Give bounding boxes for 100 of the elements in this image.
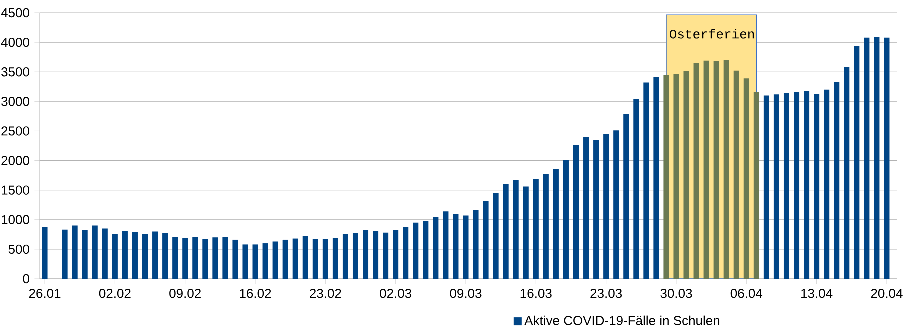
bar	[82, 230, 88, 279]
bar	[292, 238, 298, 279]
bar	[854, 46, 860, 279]
bar	[282, 240, 288, 279]
bar	[714, 61, 720, 279]
bar	[553, 169, 559, 279]
bar	[804, 91, 810, 279]
bar	[824, 90, 830, 279]
bar	[132, 232, 138, 279]
legend-label: Aktive COVID-19-Fälle in Schulen	[524, 316, 720, 326]
bar	[453, 214, 459, 279]
bar	[523, 186, 529, 279]
y-tick-label: 4000	[1, 38, 30, 48]
bar	[202, 239, 208, 279]
bar	[844, 67, 850, 279]
bar	[232, 240, 238, 279]
y-tick-label: 3500	[2, 68, 30, 77]
bar	[784, 93, 790, 279]
bar	[252, 244, 258, 279]
bar	[383, 232, 389, 279]
bar	[242, 244, 248, 279]
bar	[664, 75, 670, 279]
bar	[654, 77, 660, 279]
y-tick-label: 1000	[2, 215, 30, 224]
bar	[644, 82, 650, 279]
bar	[533, 179, 539, 279]
x-tick-label: 02.03	[380, 289, 412, 298]
bar	[332, 238, 338, 279]
bar	[764, 96, 770, 279]
bar	[463, 216, 469, 279]
bar	[433, 218, 439, 279]
bar	[814, 94, 820, 279]
bar	[684, 72, 690, 279]
y-tick-label: 4500	[1, 8, 30, 18]
bar	[834, 82, 840, 279]
bar	[423, 221, 429, 279]
bar	[443, 212, 449, 279]
bar	[212, 238, 218, 279]
bar	[352, 233, 358, 279]
bar	[503, 184, 509, 279]
x-tick-label: 23.02	[310, 289, 342, 298]
bar	[774, 94, 780, 279]
y-tick-label: 2500	[2, 126, 30, 136]
bar	[724, 60, 730, 279]
bar	[92, 226, 98, 279]
bar	[373, 231, 379, 279]
bar	[322, 239, 328, 279]
bar	[342, 234, 348, 279]
bar	[192, 237, 198, 279]
bar	[473, 210, 479, 279]
bar	[172, 237, 178, 279]
y-tick-label: 500	[8, 244, 30, 254]
x-tick-label: 16.02	[240, 289, 272, 298]
bar	[393, 230, 399, 279]
x-tick-label: 20.04	[871, 289, 903, 298]
bar	[543, 174, 549, 279]
bar	[694, 63, 700, 279]
x-tick-label: 02.02	[99, 289, 131, 298]
bar	[604, 134, 610, 279]
bar	[112, 234, 118, 279]
x-tick-label: 13.04	[802, 289, 833, 298]
bar	[483, 200, 489, 279]
bar	[563, 160, 569, 279]
bar	[142, 234, 148, 279]
bar	[102, 228, 108, 279]
bar	[864, 38, 870, 279]
bar	[744, 78, 750, 279]
x-tick-label: 23.03	[590, 289, 622, 298]
y-tick-label: 0	[23, 274, 30, 284]
bar	[513, 180, 519, 279]
bar	[262, 244, 268, 279]
bar	[62, 230, 68, 279]
bar	[122, 231, 128, 279]
bar	[312, 239, 318, 279]
bar	[674, 74, 680, 279]
x-tick-label: 26.01	[29, 289, 61, 298]
bar	[182, 238, 188, 279]
bar	[754, 92, 760, 279]
bar	[222, 237, 228, 279]
x-tick-label: 16.03	[520, 289, 552, 298]
bar	[584, 137, 590, 279]
x-tick-label: 09.02	[170, 289, 201, 298]
bar	[594, 140, 600, 279]
bar	[794, 92, 800, 279]
bar	[272, 242, 278, 279]
bar	[874, 37, 880, 279]
y-tick-label: 1500	[2, 186, 30, 195]
x-tick-label: 06.04	[730, 289, 763, 298]
x-tick-label: 09.03	[450, 289, 482, 298]
bar	[162, 233, 168, 279]
bar	[72, 226, 78, 279]
bar	[574, 145, 580, 279]
bar	[302, 236, 308, 279]
bar	[152, 232, 158, 279]
bar	[634, 99, 640, 279]
bar	[42, 228, 48, 279]
band-label: Osterferien	[670, 29, 754, 39]
y-tick-label: 2000	[2, 156, 30, 166]
bar	[624, 114, 630, 279]
bar	[884, 38, 890, 279]
